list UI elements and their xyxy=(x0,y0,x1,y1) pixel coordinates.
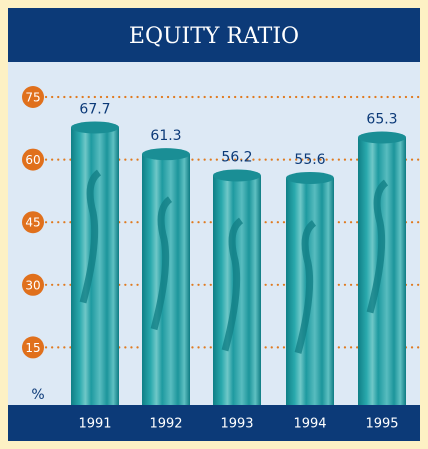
x-tick-label: 1991 xyxy=(78,417,111,432)
value-label: 67.7 xyxy=(79,101,110,117)
bar-cap xyxy=(71,121,119,134)
bar-decoration xyxy=(366,179,389,314)
y-tick-label: 15 xyxy=(25,341,40,355)
bar-decoration xyxy=(79,169,102,304)
grid xyxy=(44,95,422,349)
y-axis-label: % xyxy=(31,387,44,403)
chart-title: EQUITY RATIO xyxy=(129,24,299,49)
y-tick-label: 30 xyxy=(25,278,40,292)
bar-cap xyxy=(142,148,190,161)
bar-decoration xyxy=(150,196,173,331)
value-label: 55.6 xyxy=(294,152,325,168)
bar-decoration xyxy=(294,220,317,354)
bar-cap xyxy=(286,171,334,184)
labels: 15 30 45 60 75 67.7 1991 61.3 1992 56.2 1993 55.6 19… xyxy=(22,86,399,432)
tick-marker xyxy=(22,273,44,296)
y-tick-label: 60 xyxy=(25,153,40,167)
bar-cap xyxy=(358,131,406,144)
tick-marker xyxy=(22,148,44,171)
y-tick-label: 45 xyxy=(25,216,40,230)
tick-marker xyxy=(22,211,44,234)
tick-marker xyxy=(22,86,44,108)
bar-decoration xyxy=(221,217,244,352)
x-tick-label: 1992 xyxy=(149,417,182,432)
title-bar xyxy=(8,8,420,62)
bar-cap xyxy=(213,169,261,182)
tick-marker xyxy=(22,336,44,359)
y-tick-label: 75 xyxy=(25,91,40,105)
value-label: 61.3 xyxy=(150,128,181,144)
bar xyxy=(358,137,406,405)
x-tick-label: 1994 xyxy=(293,417,326,432)
axis-bar xyxy=(8,405,420,441)
bars xyxy=(71,121,406,405)
value-label: 65.3 xyxy=(366,111,397,127)
x-tick-label: 1993 xyxy=(220,417,253,432)
value-label: 56.2 xyxy=(221,149,252,165)
x-tick-label: 1995 xyxy=(365,417,398,432)
